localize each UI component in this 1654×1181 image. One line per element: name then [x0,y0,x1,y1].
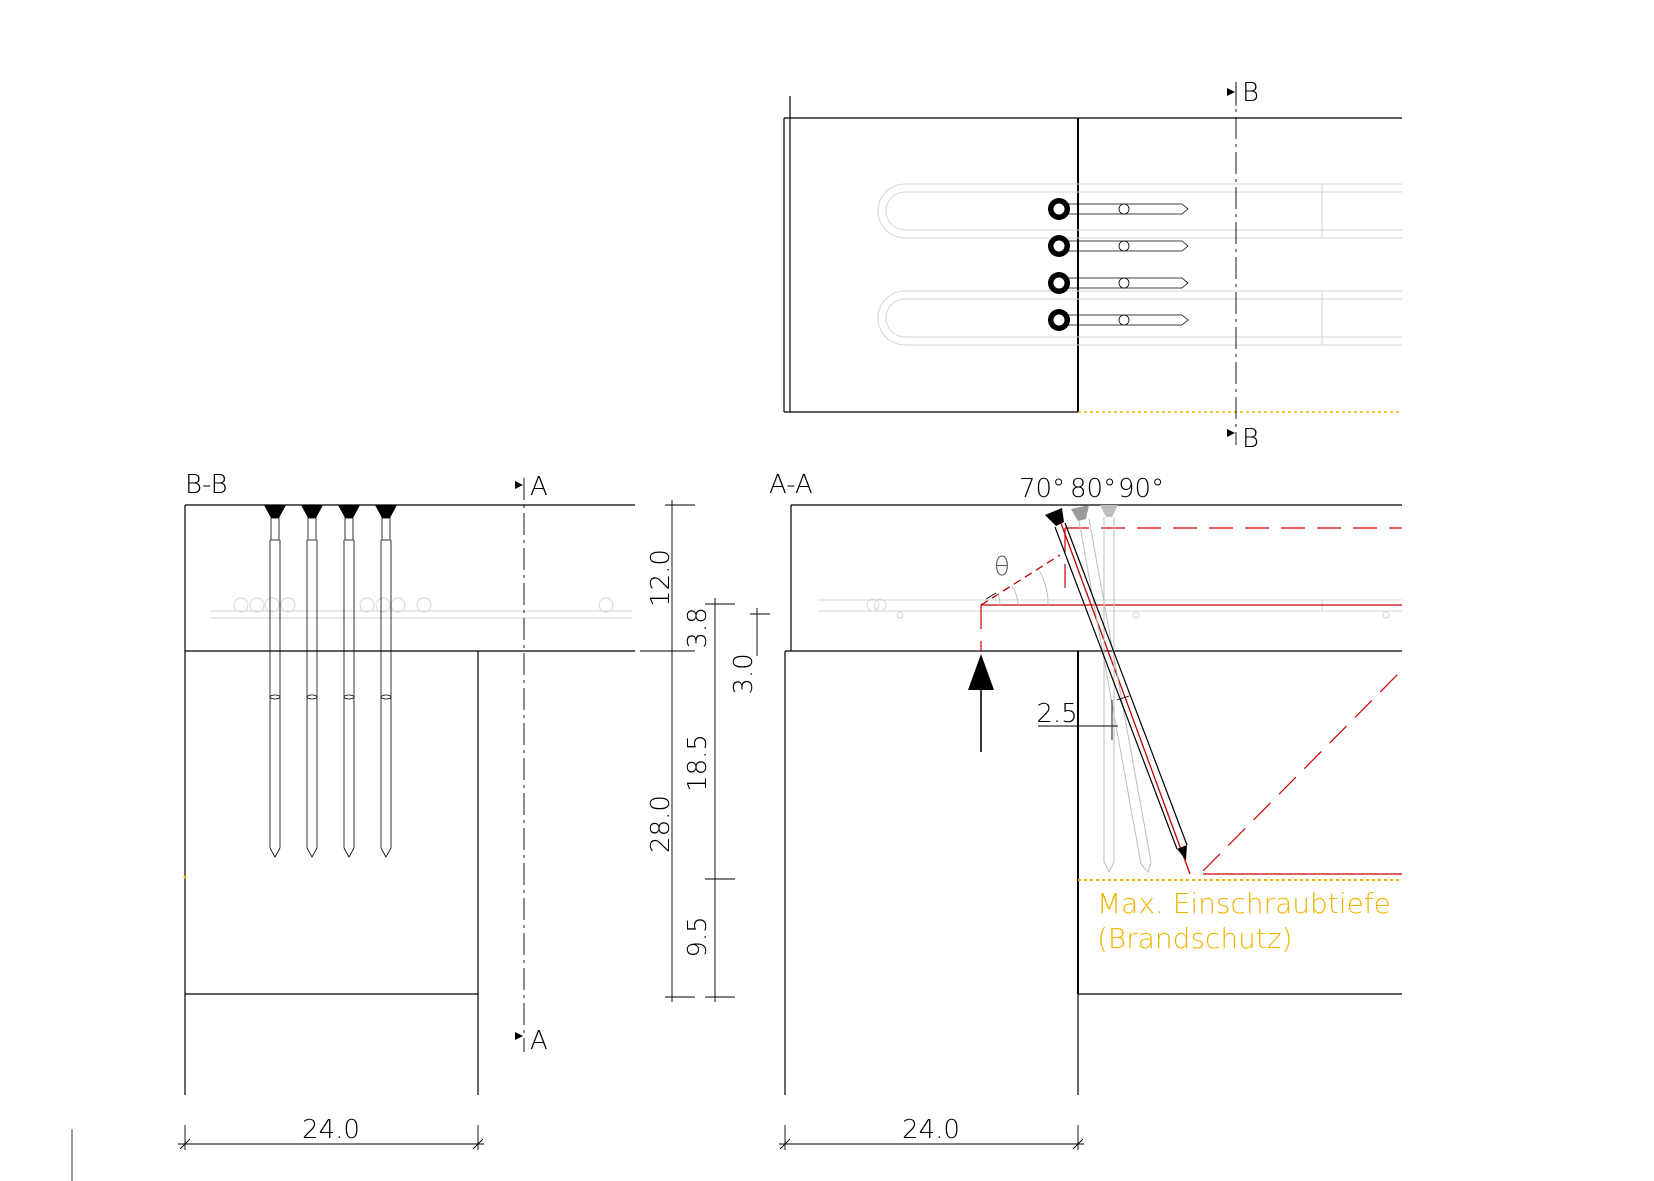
dimension-18-5: 18.5 [683,734,713,792]
aa-screw-80deg [1071,505,1152,874]
aa-screw-70deg [1045,508,1188,860]
bb-screw-4 [375,505,397,858]
plan-screw-4 [1048,309,1189,331]
dimension-3-0: 3.0 [729,653,759,694]
section-aa: A-A θ [769,470,1402,1150]
cut-label-a-top: A [530,472,548,502]
cut-label-b-top: B [1242,78,1259,108]
angle-label-70: 70° [1019,474,1065,504]
aa-screw-90deg [1100,505,1118,874]
dimension-12: 12.0 [646,549,676,607]
plan-screw-3 [1048,272,1189,294]
section-title-bb: B-B [185,470,228,500]
angle-label-90: 90° [1118,474,1164,504]
dimension-2-5: 2.5 [1036,699,1077,729]
plan-screw-1 [1048,198,1189,220]
note-max-depth-line1: Max. Einschraubtiefe [1097,887,1391,920]
force-arrow-icon [968,654,994,752]
vertical-dimensions: 12.0 3.8 3.0 18.5 28.0 9.5 [640,500,770,1002]
bb-screw-3 [338,505,360,858]
cut-label-b-bottom: B [1242,424,1259,454]
dimension-9-5: 9.5 [683,916,713,957]
angle-theta-label: θ [994,552,1010,582]
cut-label-a-bottom: A [530,1026,548,1056]
note-max-depth-line2: (Brandschutz) [1097,922,1293,955]
dimension-width-left: 24.0 [302,1115,360,1145]
plan-view: B B [783,78,1402,454]
bb-screw-2 [301,505,323,858]
section-bb: B-B [178,470,635,1150]
bb-screw-1 [264,505,286,858]
orange-dot [183,875,187,879]
plan-screw-2 [1048,235,1189,257]
dimension-3-8: 3.8 [683,607,713,648]
angle-label-80: 80° [1070,474,1116,504]
corner-mark [71,1129,73,1181]
dimension-width-right: 24.0 [902,1115,960,1145]
dimension-28-0: 28.0 [646,795,676,853]
section-title-aa: A-A [769,470,813,500]
